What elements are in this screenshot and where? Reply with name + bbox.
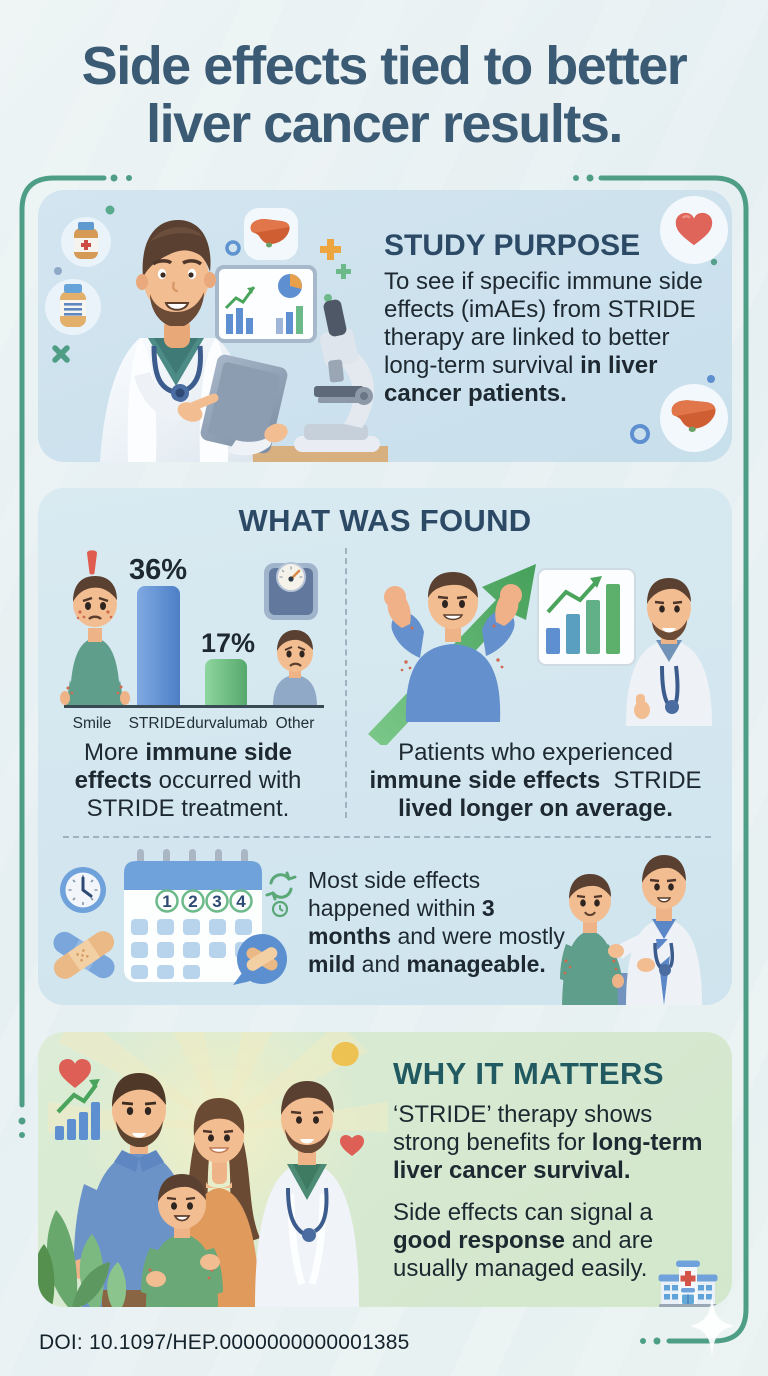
svg-text:Other: Other — [276, 715, 315, 732]
svg-text:17%: 17% — [201, 628, 255, 658]
svg-text:durvalumab: durvalumab — [187, 715, 268, 732]
svg-text:2: 2 — [188, 892, 197, 911]
svg-text:3: 3 — [212, 892, 221, 911]
svg-text:4: 4 — [236, 892, 246, 911]
svg-text:STRIDE: STRIDE — [129, 715, 186, 732]
svg-text:Smile: Smile — [73, 715, 112, 732]
svg-text:1: 1 — [162, 892, 171, 911]
svg-text:36%: 36% — [129, 554, 187, 586]
